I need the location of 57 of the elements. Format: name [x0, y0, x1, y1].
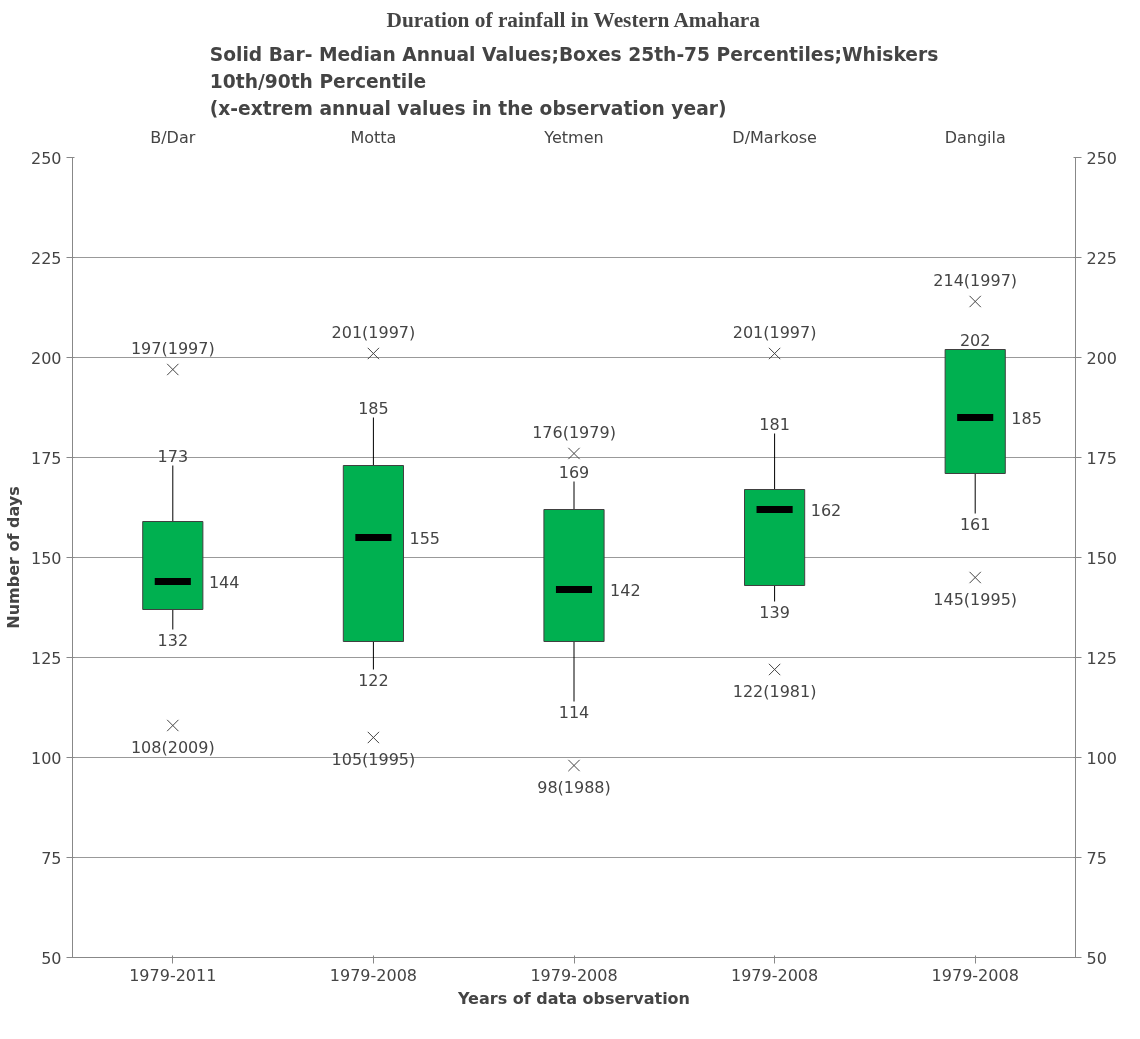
annotation: 185	[358, 398, 389, 418]
annotation: 161	[959, 514, 991, 534]
y2-tick-label: 175	[1086, 448, 1118, 468]
annotation: 105(1995)	[331, 749, 416, 769]
annotation: 185	[1011, 408, 1042, 428]
annotation: 173	[157, 446, 189, 466]
x-tick-label: B/Dar	[150, 127, 196, 147]
annotation: 132	[157, 630, 189, 650]
annotation: 139	[759, 602, 790, 622]
y2-tick-label: 50	[1086, 948, 1107, 968]
annotation: 144	[208, 572, 240, 592]
annotation: 155	[409, 528, 441, 548]
y2-tick-label: 150	[1086, 548, 1118, 568]
y-tick-label: 125	[30, 648, 62, 668]
x-tick-label: D/Markose	[732, 127, 817, 147]
annotation: 122(1981)	[732, 681, 817, 701]
y-axis-title: Number of days	[3, 486, 23, 629]
annotation: 201(1997)	[331, 322, 416, 342]
annotation: 202	[959, 330, 991, 350]
y2-tick-label: 200	[1086, 348, 1118, 368]
x-tick-label: Motta	[350, 127, 397, 147]
y-tick-label: 250	[30, 148, 62, 168]
annotation: 1979-2008	[329, 965, 418, 985]
annotation: 176(1979)	[532, 422, 616, 442]
y-tick-label: 50	[41, 948, 62, 968]
y2-tick-label: 250	[1086, 148, 1118, 168]
y-tick-label: 225	[30, 248, 62, 268]
annotation: 114	[558, 702, 590, 722]
annotation: 98(1988)	[537, 777, 611, 797]
y-tick-label: 200	[30, 348, 62, 368]
annotation: 1979-2008	[931, 965, 1019, 985]
annotation: 1979-2008	[530, 965, 618, 985]
y-tick-label: 100	[30, 748, 62, 768]
annotation: 1979-2008	[730, 965, 819, 985]
y2-tick-label: 125	[1086, 648, 1118, 668]
y2-tick-label: 225	[1086, 248, 1118, 268]
annotation: 142	[610, 580, 641, 600]
annotation: 162	[810, 500, 842, 520]
y2-tick-label: 100	[1086, 748, 1118, 768]
annotation: 169	[558, 462, 590, 482]
y-tick-label: 150	[30, 548, 62, 568]
annotation: 181	[759, 414, 790, 434]
annotation: 201(1997)	[732, 322, 817, 342]
chart-title: Duration of rainfall in Western Amahara	[386, 7, 761, 32]
annotation: 1979-2011	[129, 965, 217, 985]
annotation: 214(1997)	[933, 270, 1018, 290]
annotation: 122	[358, 670, 389, 690]
y-tick-label: 175	[30, 448, 62, 468]
x-tick-label: Dangila	[944, 127, 1006, 147]
x-axis-title: Years of data observation	[457, 988, 690, 1008]
y-tick-label: 75	[41, 848, 62, 868]
y2-tick-label: 75	[1086, 848, 1107, 868]
chart-subtitle: Solid Bar- Median Annual Values;Boxes 25th-75 Percentiles;Whiskers 10th/90th Percentile (x-extrem annual values in the observation year)	[209, 43, 939, 120]
annotation: 145(1995)	[933, 589, 1018, 609]
annotation: 108(2009)	[130, 737, 215, 757]
x-tick-label: Yetmen	[543, 127, 604, 147]
annotation: 197(1997)	[130, 338, 215, 358]
